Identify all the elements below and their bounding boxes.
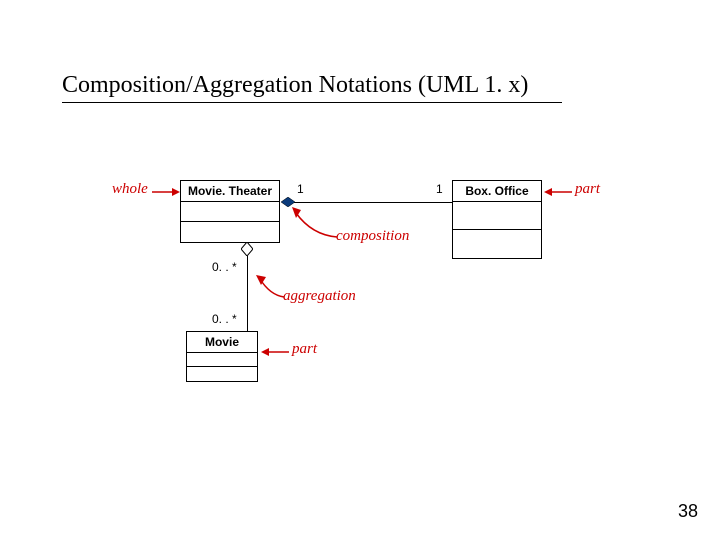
class-op-section — [187, 367, 257, 381]
annotation-whole: whole — [112, 181, 148, 198]
title-underline — [62, 102, 562, 103]
class-attr-section — [453, 202, 541, 230]
arrow-icon — [152, 186, 180, 198]
aggregation-line — [247, 256, 248, 331]
class-movie: Movie — [186, 331, 258, 382]
multiplicity: 0. . * — [212, 312, 237, 326]
multiplicity: 1 — [297, 182, 304, 196]
class-attr-section — [181, 202, 279, 222]
page-title: Composition/Aggregation Notations (UML 1… — [62, 72, 528, 99]
class-boxoffice: Box. Office — [452, 180, 542, 259]
composition-line — [294, 202, 452, 203]
composition-diamond-icon — [281, 197, 295, 207]
annotation-part: part — [575, 181, 600, 198]
annotation-part: part — [292, 341, 317, 358]
multiplicity: 1 — [436, 182, 443, 196]
annotation-composition: composition — [336, 228, 409, 245]
uml-diagram: Movie. Theater Box. Office Movie 1 1 0. … — [0, 180, 720, 480]
class-op-section — [453, 230, 541, 258]
arrow-icon — [292, 207, 342, 239]
multiplicity: 0. . * — [212, 260, 237, 274]
class-attr-section — [187, 353, 257, 367]
aggregation-diamond-icon — [241, 242, 253, 256]
annotation-aggregation: aggregation — [283, 288, 356, 305]
page-number: 38 — [678, 501, 698, 522]
class-op-section — [181, 222, 279, 242]
arrow-icon — [261, 346, 289, 358]
class-name: Movie. Theater — [181, 181, 279, 202]
arrow-icon — [256, 275, 286, 299]
class-name: Movie — [187, 332, 257, 353]
arrow-icon — [544, 186, 572, 198]
class-movietheater: Movie. Theater — [180, 180, 280, 243]
class-name: Box. Office — [453, 181, 541, 202]
